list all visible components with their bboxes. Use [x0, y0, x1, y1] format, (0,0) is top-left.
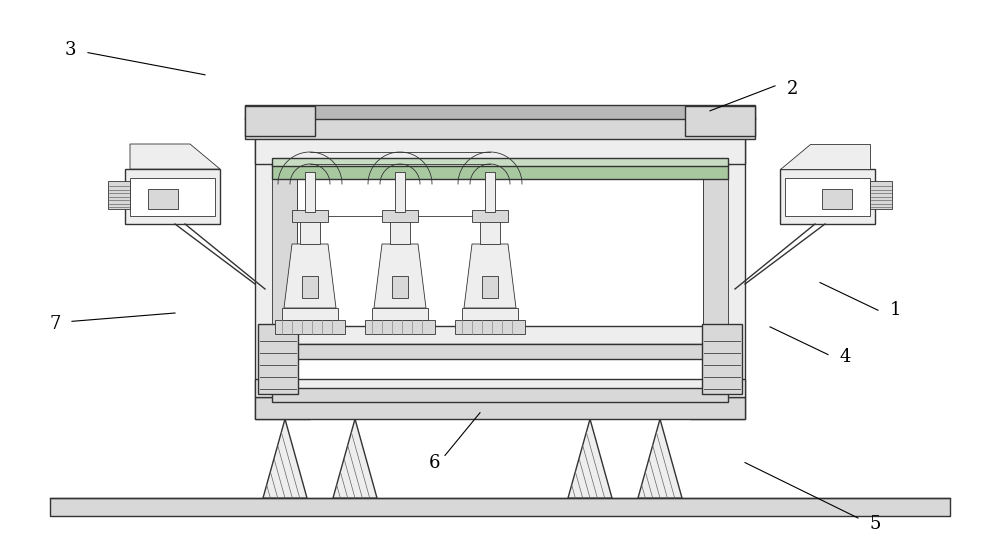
Bar — [272, 326, 728, 344]
Bar — [390, 219, 410, 244]
Bar — [255, 136, 745, 164]
Bar — [822, 189, 852, 209]
Bar — [245, 106, 315, 136]
Text: 6: 6 — [429, 454, 441, 471]
Bar — [275, 320, 345, 334]
Bar — [255, 379, 745, 397]
Bar — [108, 181, 130, 209]
Bar — [255, 397, 745, 419]
Bar — [297, 177, 703, 397]
Bar — [462, 308, 518, 320]
Bar — [395, 172, 405, 212]
Text: 7: 7 — [49, 315, 61, 333]
Bar — [472, 210, 508, 222]
Bar — [305, 172, 315, 212]
Bar — [272, 388, 728, 402]
Bar — [780, 169, 875, 224]
Polygon shape — [638, 419, 682, 498]
Bar — [690, 129, 745, 419]
Bar — [365, 320, 435, 334]
Bar — [302, 276, 318, 298]
Bar — [272, 159, 297, 379]
Bar — [148, 189, 178, 209]
Bar — [480, 219, 500, 244]
Text: 4: 4 — [839, 348, 851, 366]
Polygon shape — [780, 144, 870, 169]
Bar — [272, 344, 728, 359]
Bar — [255, 129, 310, 419]
Polygon shape — [374, 244, 426, 308]
Polygon shape — [130, 144, 220, 169]
Bar — [703, 159, 728, 379]
Bar — [372, 308, 428, 320]
Bar — [870, 181, 892, 209]
Bar — [300, 219, 320, 244]
Bar — [382, 210, 418, 222]
Bar — [485, 172, 495, 212]
Bar — [272, 163, 728, 179]
Polygon shape — [263, 419, 307, 498]
Text: 5: 5 — [869, 515, 881, 532]
Bar — [282, 308, 338, 320]
Bar — [292, 210, 328, 222]
Bar — [455, 320, 525, 334]
Bar — [272, 158, 728, 166]
Polygon shape — [464, 244, 516, 308]
Bar — [125, 169, 220, 224]
Text: 1: 1 — [889, 301, 901, 319]
Text: 2: 2 — [786, 80, 798, 98]
Bar — [482, 276, 498, 298]
Bar — [785, 178, 870, 216]
Bar — [245, 105, 755, 119]
Bar — [392, 276, 408, 298]
Bar — [130, 178, 215, 216]
Text: 3: 3 — [64, 41, 76, 59]
Bar — [245, 117, 755, 139]
Polygon shape — [333, 419, 377, 498]
Polygon shape — [568, 419, 612, 498]
Bar — [258, 324, 298, 394]
Bar — [702, 324, 742, 394]
Polygon shape — [284, 244, 336, 308]
Bar — [50, 498, 950, 516]
Bar — [685, 106, 755, 136]
